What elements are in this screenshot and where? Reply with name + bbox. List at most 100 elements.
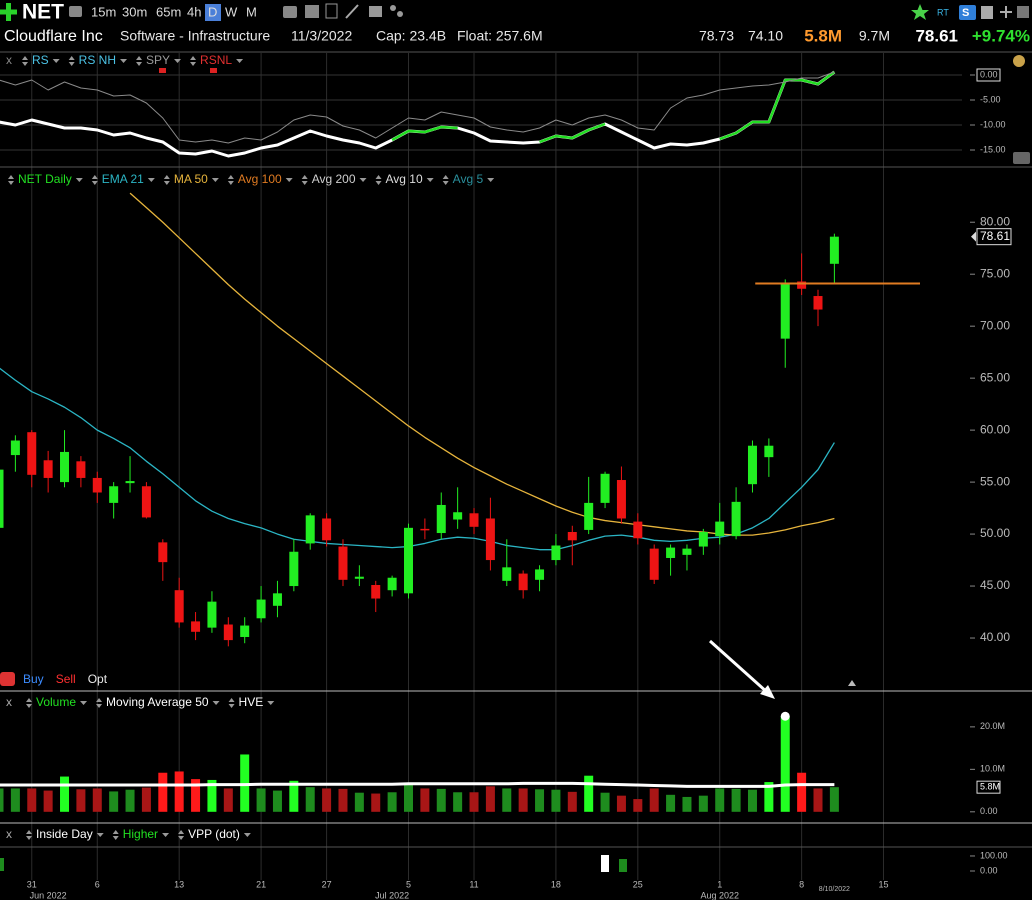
candle-body — [813, 296, 823, 310]
legend-label[interactable]: EMA 21 — [102, 172, 144, 186]
legend-arrows — [190, 56, 197, 60]
legend-label[interactable]: Avg 100 — [238, 172, 282, 186]
volume-bar — [518, 788, 528, 812]
settings-icon[interactable] — [1013, 55, 1025, 67]
legend-label[interactable]: VPP (dot) — [188, 827, 240, 841]
symbol[interactable]: NET — [22, 1, 64, 24]
legend-label[interactable]: NET Daily — [18, 172, 72, 186]
tool-icon[interactable] — [369, 6, 382, 17]
legend-arrows — [136, 56, 143, 60]
candle-body — [469, 513, 479, 527]
legend-dropdown — [52, 59, 60, 63]
legend-label[interactable]: Moving Average 50 — [106, 695, 209, 709]
scroll-button[interactable] — [1013, 152, 1030, 164]
legend-arrows — [375, 175, 382, 179]
volume-bar — [354, 792, 364, 812]
x-tick-label: 6 — [95, 879, 100, 889]
timeframe[interactable]: 30m — [122, 4, 147, 19]
volume-bar — [600, 792, 610, 812]
volume-bar — [764, 782, 774, 812]
legend-label[interactable]: Volume — [36, 695, 76, 709]
legend-label[interactable]: Avg 200 — [312, 172, 356, 186]
favorite-icon[interactable] — [911, 4, 929, 20]
candle-body — [92, 477, 102, 493]
window-icon[interactable] — [1017, 6, 1029, 18]
save-icon[interactable] — [981, 6, 993, 19]
timeframe[interactable]: 4h — [187, 4, 201, 19]
tool-icon[interactable] — [390, 5, 396, 11]
rt-icon[interactable]: RT — [937, 7, 949, 17]
legend-arrows — [22, 62, 28, 66]
timeframe[interactable]: 65m — [156, 4, 181, 19]
legend-arrows — [26, 830, 32, 834]
legend-label[interactable]: Avg 10 — [386, 172, 423, 186]
order-button[interactable]: Buy — [23, 672, 44, 686]
legend-arrows — [26, 704, 32, 708]
candle-body — [289, 551, 299, 587]
y-tick-label: 75.00 — [980, 266, 1010, 280]
tool-icon[interactable] — [283, 6, 297, 18]
candle-body — [551, 545, 561, 561]
legend-arrows — [163, 181, 170, 185]
candle-body — [240, 625, 250, 637]
volume-bar — [747, 789, 757, 812]
candle-body — [453, 512, 463, 520]
legend-arrows — [96, 698, 103, 702]
order-button[interactable]: Opt — [88, 672, 108, 686]
legend-label[interactable]: SPY — [146, 53, 170, 67]
timeframe[interactable]: M — [246, 4, 257, 19]
s-icon-box[interactable] — [959, 5, 976, 20]
grid-layer — [31, 53, 885, 880]
volume-bar — [616, 795, 626, 812]
legend-label[interactable]: RS NH — [79, 53, 116, 67]
legend-arrows — [163, 175, 170, 179]
volume-bar — [813, 788, 823, 812]
y-tick-label: 65.00 — [980, 370, 1010, 384]
y-tick-label: 0.00 — [980, 806, 998, 816]
annotation-arrow — [708, 639, 770, 695]
timeframe[interactable]: 15m — [91, 4, 116, 19]
x-tick-label: 11 — [469, 879, 478, 889]
close-button[interactable]: x — [6, 827, 12, 841]
collapse-icon[interactable] — [848, 680, 856, 686]
candle-body — [633, 521, 643, 539]
volume-bar — [191, 779, 201, 812]
candle-body — [322, 518, 332, 541]
volume-bar — [141, 787, 151, 812]
last-pointer — [971, 231, 976, 242]
candle-body — [797, 281, 807, 289]
candle-body — [616, 480, 626, 519]
volume-bar — [666, 794, 676, 812]
legend-arrows — [68, 56, 75, 60]
volume-bar — [502, 788, 512, 812]
hand-icon[interactable] — [69, 6, 82, 17]
timeframes: 15m 30m 65m 4h D W M — [91, 4, 257, 21]
candle-body — [191, 621, 201, 632]
legend-label[interactable]: HVE — [239, 695, 264, 709]
candle-body — [27, 432, 37, 475]
tool-icon[interactable] — [397, 11, 403, 17]
y-tick-label: -10.00 — [980, 119, 1006, 129]
legend-label[interactable]: RS — [32, 53, 49, 67]
close-button[interactable]: x — [6, 53, 12, 67]
tool-icon[interactable] — [305, 5, 319, 18]
volume-bar — [109, 791, 119, 812]
close-button[interactable]: x — [6, 695, 12, 709]
legend-label[interactable]: Avg 5 — [453, 172, 484, 186]
candle-body — [666, 547, 676, 558]
legend-label[interactable]: MA 50 — [174, 172, 208, 186]
timeframe[interactable]: W — [225, 4, 238, 19]
s-icon[interactable]: S — [962, 7, 969, 19]
legend-label[interactable]: RSNL — [200, 53, 232, 67]
legend-dropdown — [487, 178, 495, 182]
legend-arrows — [91, 181, 98, 185]
order-button[interactable]: Sell — [56, 672, 76, 686]
tool-icon[interactable] — [345, 4, 359, 19]
legend-label[interactable]: Higher — [123, 827, 158, 841]
legend-label[interactable]: Inside Day — [36, 827, 93, 841]
tool-icon[interactable] — [325, 3, 338, 19]
timeframe[interactable]: D — [208, 4, 217, 19]
legend-dropdown — [243, 833, 251, 837]
order-icon[interactable] — [0, 672, 15, 686]
candle-body — [371, 585, 381, 599]
